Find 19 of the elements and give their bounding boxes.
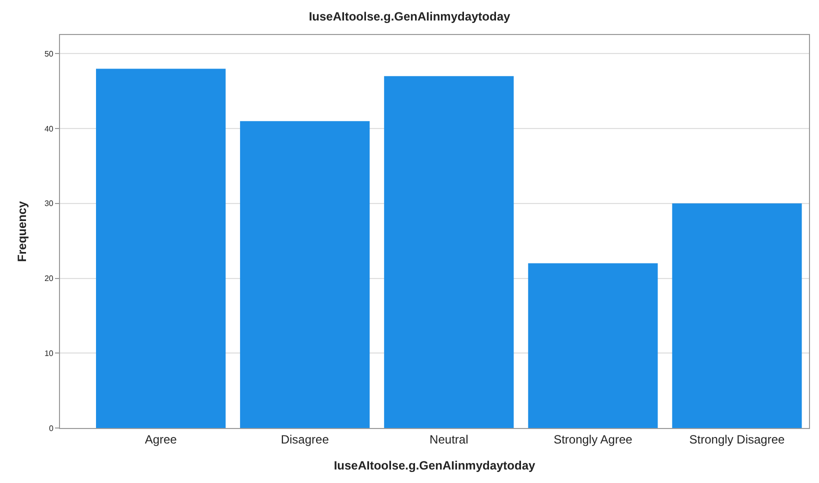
y-tick-label: 10 xyxy=(44,348,54,358)
bar xyxy=(384,76,514,428)
x-tick-label: Agree xyxy=(144,432,178,446)
x-tick-label: Disagree xyxy=(280,432,330,446)
bar xyxy=(528,263,658,428)
x-axis-title: IuseAItoolse.g.GenAIinmydaytoday xyxy=(334,458,536,472)
bar xyxy=(672,203,802,428)
bar xyxy=(240,121,370,428)
y-tick-label: 40 xyxy=(44,124,54,134)
y-tick-label: 50 xyxy=(44,50,54,59)
chart-title: IuseAItoolse.g.GenAIinmydaytoday xyxy=(308,9,511,24)
y-tick-label: 0 xyxy=(48,424,54,433)
x-tick-label: Strongly Agree xyxy=(554,432,633,446)
bar xyxy=(96,68,226,428)
y-tick-label: 30 xyxy=(44,199,54,208)
x-tick-label: Neutral xyxy=(430,432,468,446)
y-tick-label: 20 xyxy=(44,274,54,284)
y-axis-title: Frequency xyxy=(14,200,29,262)
x-tick-label: Strongly Disagree xyxy=(689,432,785,446)
